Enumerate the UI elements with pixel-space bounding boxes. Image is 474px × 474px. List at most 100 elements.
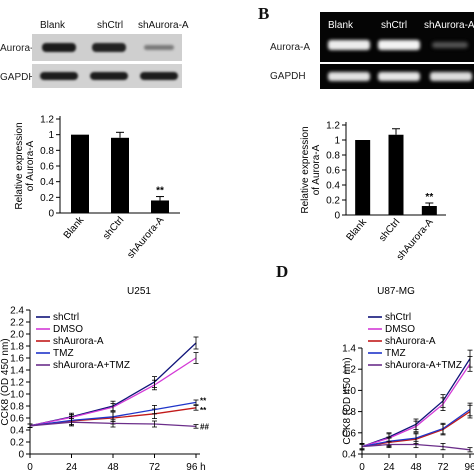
x-tick-label: 48: [410, 462, 422, 473]
significance-mark: **: [425, 192, 433, 203]
y-tick-label: 0.4: [326, 181, 340, 192]
band: [40, 72, 78, 80]
y-axis-label-line: Relative expression: [300, 126, 311, 213]
x-tick-label: 24: [383, 462, 395, 473]
blot-strip-aurora-a: [32, 34, 182, 61]
y-tick-label: 0.2: [10, 438, 24, 449]
row-label-aurora-b: Aurora-A: [270, 42, 311, 53]
lane-label-shaurora-a: shAurora-A: [138, 20, 189, 31]
y-tick-label: 1.4: [342, 344, 356, 355]
bar: [421, 206, 437, 215]
x-tick-label: shAurora-A: [125, 215, 166, 261]
legend-entry: DMSO: [53, 324, 83, 335]
chart-title: U87-MG: [377, 286, 415, 297]
legend-entry: shAurora-A: [53, 336, 104, 347]
legend-entry: TMZ: [385, 348, 406, 359]
y-axis-label: CCK8 (OD 450 nm): [342, 357, 353, 444]
panel-b-gel: Blank shCtrl shAurora-A Aurora-A GAPDH: [250, 0, 474, 95]
x-tick-label: 0: [27, 462, 33, 473]
y-tick-label: 0: [18, 450, 24, 461]
significance-mark: **: [156, 186, 164, 197]
bar: [388, 134, 404, 215]
blot-strip-gapdh-a: [32, 64, 182, 88]
band: [378, 72, 420, 81]
y-tick-label: 1.2: [40, 115, 54, 126]
y-tick-label: 0.4: [10, 426, 24, 437]
legend-entry: shAurora-A: [385, 336, 436, 347]
y-tick-label: 2.4: [10, 306, 24, 317]
y-tick-label: 0.2: [326, 196, 340, 207]
band: [432, 42, 468, 48]
y-tick-label: 0.8: [40, 146, 54, 157]
chart-title: U251: [127, 286, 151, 297]
y-tick-label: 0: [48, 209, 54, 220]
row-label-gapdh-a: GAPDH: [0, 72, 36, 83]
legend-entry: DMSO: [385, 324, 415, 335]
y-tick-label: 2.2: [10, 318, 24, 329]
gel-strip-gapdh-b: [320, 64, 474, 89]
x-tick-label: 48: [107, 462, 119, 473]
y-tick-label: 0.6: [10, 414, 24, 425]
panel-letter-d: D: [276, 262, 289, 281]
y-tick-label: 0.8: [10, 402, 24, 413]
y-tick-label: 0.6: [40, 162, 54, 173]
band: [430, 72, 472, 81]
band: [328, 72, 370, 81]
x-tick-label: shCtrl: [377, 217, 402, 244]
band: [140, 72, 178, 80]
band: [378, 40, 420, 50]
x-tick-label: 96: [464, 462, 474, 473]
significance-mark: **: [200, 406, 207, 415]
y-tick-label: 1.8: [10, 342, 24, 353]
lane-label-shctrl-b: shCtrl: [381, 20, 408, 31]
y-tick-label: 1: [334, 136, 340, 147]
y-tick-label: 0.4: [40, 177, 54, 188]
y-tick-label: 0.6: [326, 166, 340, 177]
bar: [355, 140, 371, 215]
lane-label-blank-b: Blank: [328, 20, 354, 31]
line-chart-d: U87-MG CCK8 (OD 450 nm) 0.4 0.6 0.8 1.0 1.2 1.4…: [342, 286, 474, 473]
significance-mark: **: [200, 396, 207, 405]
x-tick-label: 72: [149, 462, 161, 473]
y-axis-label: CCK8 (OD 450 nm): [0, 338, 11, 425]
significance-mark: ##: [200, 422, 209, 431]
x-tick-label: 24: [66, 462, 78, 473]
y-tick-label: 1.2: [10, 378, 24, 389]
y-tick-label: 2.0: [10, 330, 24, 341]
band: [92, 43, 126, 52]
band: [90, 72, 128, 80]
legend-entry: shAurora-A+TMZ: [385, 360, 462, 371]
legend-entry: shCtrl: [385, 312, 411, 323]
y-tick-label: 0: [334, 211, 340, 222]
y-tick-label: 0.8: [342, 407, 356, 418]
y-tick-label: 1: [48, 130, 54, 141]
y-tick-label: 0.4: [342, 450, 356, 461]
row-label-gapdh-b: GAPDH: [270, 71, 306, 82]
bar-chart-a: Relative expression of Aurora-A 0 0.2 0.4 0.6…: [14, 115, 180, 261]
y-tick-label: 1.6: [10, 354, 24, 365]
y-tick-label: 0.2: [40, 193, 54, 204]
y-tick-label: 1.0: [342, 386, 356, 397]
gel-strip-aurora-b: [320, 12, 474, 62]
x-tick-label: 96 h: [186, 462, 205, 473]
y-axis-label-line: Relative expression: [14, 122, 25, 209]
x-tick-label: 0: [359, 462, 365, 473]
band: [144, 45, 174, 50]
y-tick-label: 0.6: [342, 428, 356, 439]
x-tick-label: Blank: [62, 214, 87, 241]
y-axis-label-line: of Aurora-A: [25, 140, 36, 191]
bar-chart-b: Relative expression of Aurora-A 0 0.2 0.4 0.6…: [300, 121, 446, 263]
y-tick-label: 0.8: [326, 151, 340, 162]
y-axis-label-line: of Aurora-A: [311, 144, 322, 195]
lane-label-blank-a: Blank: [40, 20, 66, 31]
legend-entry: shCtrl: [53, 312, 79, 323]
legend-entry: TMZ: [53, 348, 74, 359]
y-tick-label: 1.2: [326, 121, 340, 132]
x-tick-label: shCtrl: [101, 215, 126, 242]
lane-label-shctrl-a: shCtrl: [97, 20, 124, 31]
bar: [111, 137, 129, 213]
row-label-aurora-a: Aurora-A: [0, 43, 41, 54]
bar: [71, 134, 89, 213]
y-tick-label: 1.0: [10, 390, 24, 401]
panel-a-blot: Blank shCtrl shAurora-A Aurora-A GAPDH: [0, 0, 200, 95]
